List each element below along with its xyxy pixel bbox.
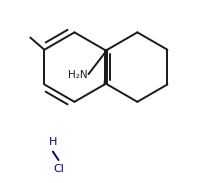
Text: H₂N: H₂N [68, 70, 88, 80]
Text: H: H [49, 137, 57, 147]
Text: Cl: Cl [53, 164, 64, 174]
